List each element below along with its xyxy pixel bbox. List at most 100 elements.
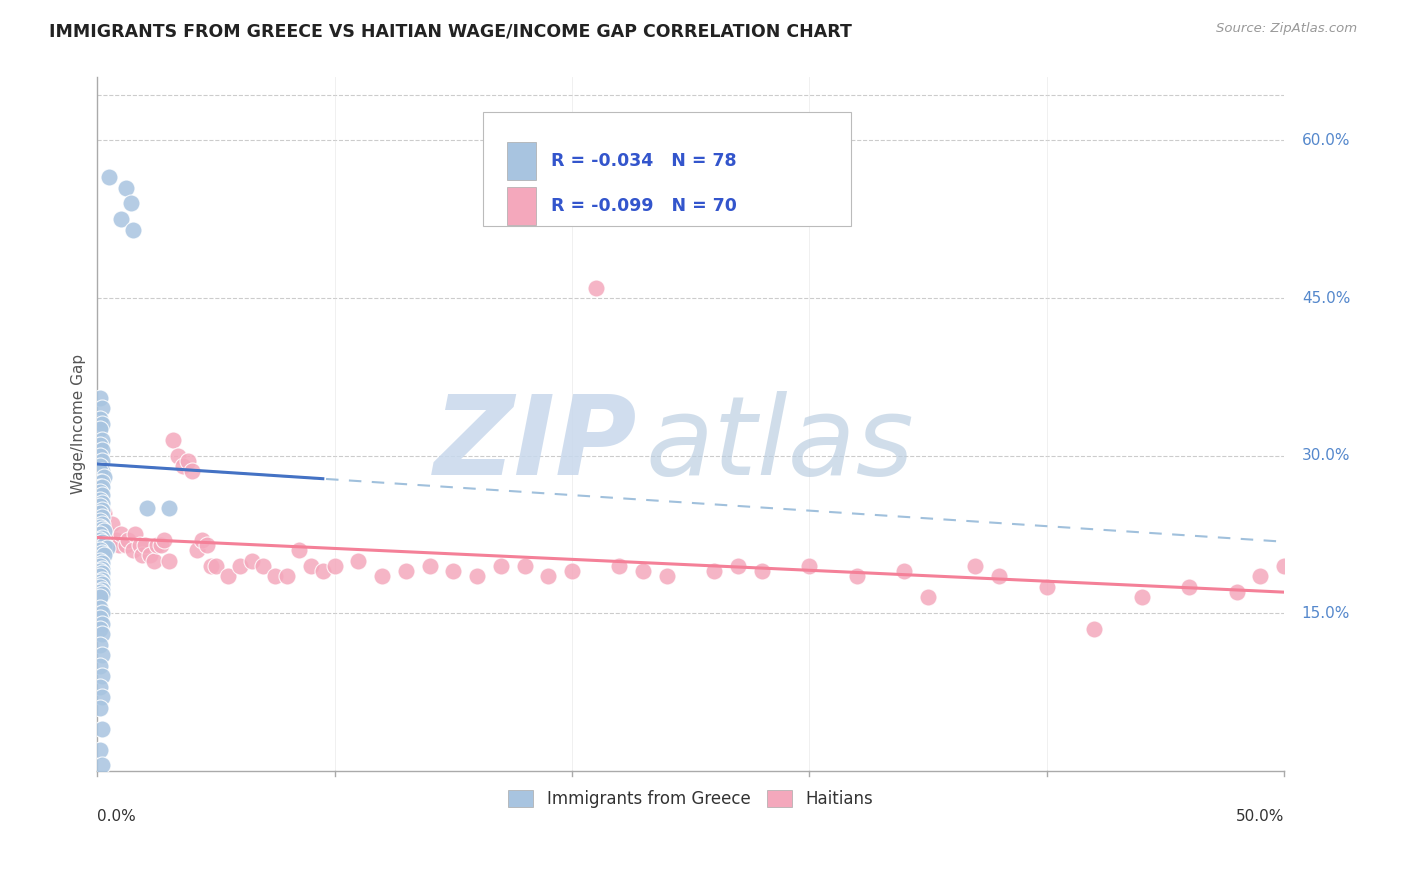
Point [138,549,160,563]
Point [195,538,218,552]
Point [124,527,146,541]
Point [89,422,111,436]
Point [655,569,678,583]
Point [419,558,441,573]
Text: R = -0.099   N = 70: R = -0.099 N = 70 [551,197,737,215]
Point [89,585,111,599]
FancyBboxPatch shape [506,142,537,179]
Point [91,401,114,416]
Point [91,690,114,705]
Point [89,475,111,489]
Point [107,538,129,552]
Point [1272,558,1295,573]
Point [89,391,111,405]
Point [105,533,128,547]
Point [799,558,821,573]
Point [727,558,749,573]
Point [89,638,111,652]
Point [91,669,114,683]
Point [89,527,111,541]
Point [89,543,111,558]
Point [513,558,536,573]
Point [893,564,915,578]
FancyBboxPatch shape [506,186,537,225]
Point [89,591,111,605]
Point [91,722,114,736]
Point [93,507,115,521]
Point [288,543,311,558]
Point [191,533,214,547]
Text: ZIP: ZIP [434,392,637,499]
FancyBboxPatch shape [484,112,851,227]
Point [150,538,173,552]
Point [136,501,159,516]
Point [200,558,222,573]
Point [988,569,1011,583]
Text: 0.0%: 0.0% [97,809,136,824]
Point [91,531,114,545]
Point [91,480,114,494]
Point [240,554,263,568]
Point [91,433,114,447]
Point [91,509,114,524]
Point [252,558,274,573]
Text: 45.0%: 45.0% [1302,291,1350,306]
Point [91,496,114,510]
Point [91,443,114,458]
Text: 50.0%: 50.0% [1236,809,1284,824]
Point [1249,569,1271,583]
Point [1178,580,1201,594]
Point [91,488,114,502]
Point [122,223,145,237]
Point [89,464,111,478]
Point [89,742,111,756]
Point [89,533,111,547]
Point [89,680,111,694]
Point [91,566,114,581]
Text: atlas: atlas [645,392,914,499]
Point [91,534,114,549]
Point [751,564,773,578]
Y-axis label: Wage/Income Gap: Wage/Income Gap [72,354,86,494]
Point [89,658,111,673]
Point [264,569,287,583]
Text: Source: ZipAtlas.com: Source: ZipAtlas.com [1216,22,1357,36]
Point [89,569,111,583]
Point [98,170,121,185]
Point [131,549,153,563]
Point [89,520,111,534]
Point [89,514,111,528]
Point [114,538,136,552]
Point [703,564,725,578]
Point [89,622,111,636]
Point [153,533,176,547]
Point [91,587,114,601]
Point [89,480,111,494]
Point [91,582,114,597]
Point [143,554,166,568]
Point [91,576,114,591]
Point [129,538,152,552]
Point [465,569,488,583]
Point [89,580,111,594]
Point [89,564,111,578]
Text: 15.0%: 15.0% [1302,606,1350,621]
Point [299,558,322,573]
Point [89,600,111,615]
Point [276,569,298,583]
Point [609,558,631,573]
Point [93,549,115,563]
Point [91,562,114,576]
Point [89,700,111,714]
Point [312,564,335,578]
Point [537,569,560,583]
Point [1130,591,1153,605]
Point [91,503,114,517]
Point [93,538,115,552]
Point [176,454,198,468]
Point [217,569,239,583]
Point [89,485,111,500]
Point [91,758,114,772]
Point [120,196,142,211]
Point [91,522,114,536]
